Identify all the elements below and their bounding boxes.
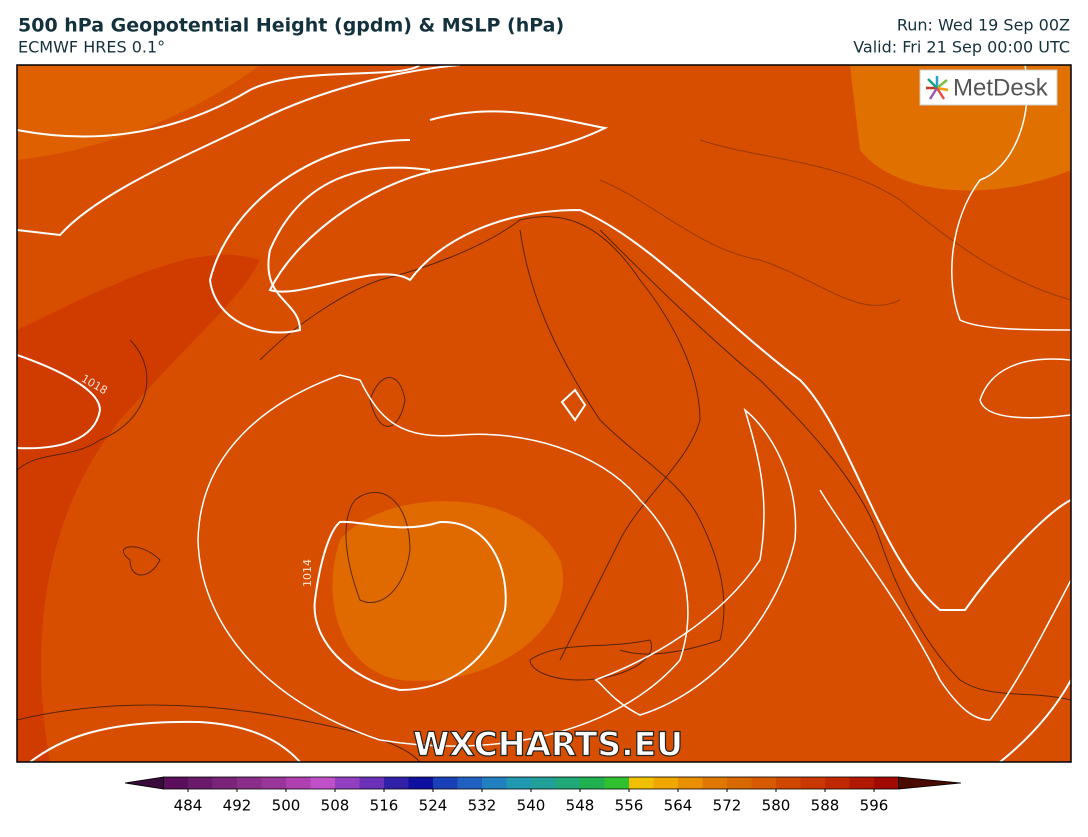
- colorbar-tick-label: 540: [517, 797, 546, 815]
- shading: [17, 65, 260, 762]
- colorbar-segment: [604, 777, 630, 789]
- colorbar-segment: [727, 777, 752, 789]
- colorbar-segment: [531, 777, 556, 789]
- watermark: WXCHARTS.EU: [413, 725, 683, 764]
- colorbar-segment: [776, 777, 801, 789]
- colorbar-segment: [335, 777, 360, 789]
- colorbar-over: [898, 776, 962, 790]
- colorbar-tick-label: 524: [419, 797, 448, 815]
- colorbar-segment: [457, 777, 483, 789]
- colorbar-segment: [482, 777, 507, 789]
- colorbar-tick-label: 508: [321, 797, 350, 815]
- colorbar-segment: [261, 777, 287, 789]
- colorbar-segment: [555, 777, 581, 789]
- coastlines: [17, 139, 1071, 762]
- colorbar-tick-label: 596: [860, 797, 889, 815]
- colorbar-tick-label: 532: [468, 797, 497, 815]
- colorbar-segment: [286, 777, 311, 789]
- contour-label: 1014: [301, 559, 314, 587]
- isobars: [17, 65, 1071, 762]
- colorbar-tick-label: 588: [811, 797, 840, 815]
- colorbar-segment: [629, 777, 654, 789]
- colorbar-tick-label: 548: [566, 797, 595, 815]
- colorbar-segment: [678, 777, 703, 789]
- colorbar-segment: [653, 777, 679, 789]
- map: 1018 1014 MetDesk WXCHARTS.EU: [16, 64, 1072, 764]
- colorbar-segment: [849, 777, 875, 789]
- colorbar-segment: [188, 777, 213, 789]
- colorbar-segment: [580, 777, 605, 789]
- colorbar-segment: [506, 777, 532, 789]
- colorbar-under: [124, 776, 164, 790]
- colorbar-tick-label: 564: [664, 797, 693, 815]
- colorbar-segment: [825, 777, 850, 789]
- colorbar-segment: [702, 777, 728, 789]
- colorbar-segment: [310, 777, 336, 789]
- colorbar-segment: [408, 777, 434, 789]
- shading: [332, 501, 564, 681]
- colorbar-segment: [751, 777, 777, 789]
- colorbar-tick-label: 580: [762, 797, 791, 815]
- shading: [17, 65, 1071, 762]
- colorbar-tick-label: 572: [713, 797, 742, 815]
- colorbar-tick-label: 556: [615, 797, 644, 815]
- colorbar-segment: [433, 777, 458, 789]
- colorbar-segment: [874, 777, 899, 789]
- valid-time: Valid: Fri 21 Sep 00:00 UTC: [853, 38, 1070, 57]
- colorbar-tick-label: 516: [370, 797, 399, 815]
- colorbar: 484 492 500 508 516 524 532 540 548 556 564 572 580 5…: [124, 776, 962, 815]
- colorbar-segment: [384, 777, 409, 789]
- colorbar-tick-label: 500: [272, 797, 301, 815]
- colorbar-tick-label: 484: [174, 797, 203, 815]
- logo: MetDesk: [919, 69, 1058, 106]
- subtitle: ECMWF HRES 0.1°: [18, 38, 165, 57]
- run-time: Run: Wed 19 Sep 00Z: [897, 16, 1070, 35]
- colorbar-segment: [800, 777, 826, 789]
- colorbar-segment: [359, 777, 385, 789]
- logo-text: MetDesk: [953, 74, 1049, 101]
- colorbar-segment: [237, 777, 262, 789]
- colorbar-segment: [212, 777, 238, 789]
- colorbar-segment: [163, 777, 189, 789]
- colorbar-tick-label: 492: [223, 797, 252, 815]
- title: 500 hPa Geopotential Height (gpdm) & MSL…: [18, 15, 564, 37]
